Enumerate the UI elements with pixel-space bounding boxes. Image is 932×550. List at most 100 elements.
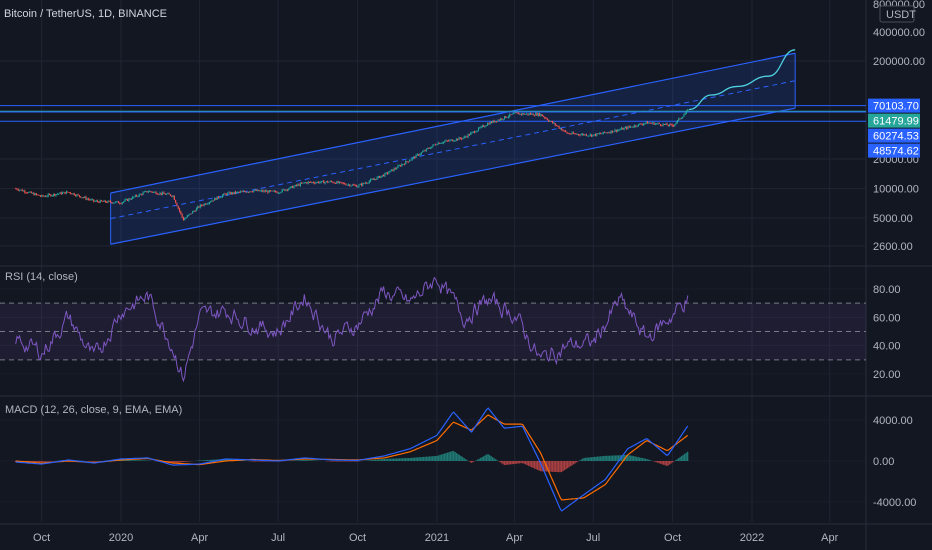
candle-body bbox=[531, 113, 533, 115]
candle-body bbox=[425, 148, 428, 151]
macd-hist-bar bbox=[312, 460, 314, 461]
macd-hist-bar bbox=[501, 461, 503, 464]
candle-body bbox=[107, 200, 109, 203]
candle-body bbox=[121, 202, 123, 204]
macd-hist-bar bbox=[537, 461, 539, 470]
macd-line[interactable] bbox=[15, 407, 689, 512]
candle-body bbox=[290, 186, 292, 187]
candle-body bbox=[108, 200, 110, 202]
candle-body bbox=[643, 123, 645, 125]
macd-hist-bar bbox=[334, 461, 336, 462]
candle-body bbox=[344, 183, 346, 185]
candle-body bbox=[76, 194, 78, 196]
candle-body bbox=[598, 133, 600, 135]
macd-hist-bar bbox=[594, 456, 596, 461]
candle-body bbox=[555, 125, 558, 126]
candle-body bbox=[280, 192, 282, 193]
candle-body bbox=[630, 126, 632, 128]
candle-body bbox=[297, 184, 299, 186]
candle-body bbox=[602, 131, 604, 134]
macd-hist-bar bbox=[135, 460, 137, 461]
candle-body bbox=[133, 196, 135, 198]
candle-body bbox=[284, 189, 286, 191]
macd-hist-bar bbox=[538, 461, 540, 471]
macd-hist-bar bbox=[573, 461, 575, 465]
candle-body bbox=[522, 113, 524, 115]
candle-body bbox=[165, 194, 168, 195]
candle-body bbox=[129, 198, 131, 200]
candle-body bbox=[658, 123, 660, 125]
macd-hist-bar bbox=[532, 461, 534, 468]
candle-body bbox=[418, 154, 420, 156]
candle-body bbox=[432, 144, 434, 147]
macd-hist-bar bbox=[505, 461, 507, 465]
macd-panel[interactable] bbox=[15, 407, 689, 512]
macd-hist-bar bbox=[39, 461, 41, 463]
price-tag bbox=[868, 98, 920, 113]
candle-body bbox=[489, 122, 491, 125]
macd-hist-bar bbox=[138, 460, 140, 461]
candle-body bbox=[575, 133, 577, 135]
macd-hist-bar bbox=[34, 461, 36, 463]
candle-body bbox=[323, 180, 325, 184]
candle-body bbox=[454, 140, 456, 142]
macd-hist-bar bbox=[396, 458, 398, 461]
macd-hist-bar bbox=[223, 459, 225, 461]
candle-body bbox=[670, 124, 672, 125]
macd-hist-bar bbox=[399, 458, 401, 461]
candle-body bbox=[614, 129, 616, 132]
macd-hist-bar bbox=[390, 458, 392, 461]
macd-title: MACD (12, 26, close, 9, EMA, EMA) bbox=[5, 404, 182, 416]
macd-hist-bar bbox=[187, 461, 189, 462]
candle-body bbox=[276, 191, 278, 194]
candle-body bbox=[524, 114, 526, 115]
candle-body bbox=[230, 192, 233, 195]
candle-body bbox=[232, 192, 234, 194]
candle-body bbox=[72, 193, 74, 195]
candle-body bbox=[572, 132, 574, 134]
candle-body bbox=[74, 195, 77, 196]
macd-hist-bar bbox=[607, 455, 609, 461]
macd-hist-bar bbox=[129, 460, 131, 461]
rsi-panel[interactable] bbox=[0, 276, 866, 383]
projection-path[interactable] bbox=[688, 49, 796, 111]
candle-body bbox=[149, 191, 151, 192]
candle-body bbox=[181, 213, 183, 218]
channel-upper-line[interactable] bbox=[110, 52, 796, 194]
candle-body bbox=[588, 135, 590, 137]
candle-body bbox=[333, 182, 335, 184]
candle-body bbox=[22, 190, 25, 192]
candle-body bbox=[518, 113, 520, 115]
candle-body bbox=[15, 188, 17, 190]
macd-hist-bar bbox=[426, 456, 428, 461]
candle-body bbox=[139, 193, 142, 195]
macd-hist-bar bbox=[570, 461, 572, 467]
price-panel[interactable] bbox=[0, 49, 866, 245]
candle-body bbox=[631, 126, 633, 128]
macd-hist-bar bbox=[343, 461, 345, 462]
candle-body bbox=[61, 192, 64, 195]
macd-hist-bar bbox=[672, 461, 674, 463]
candle-body bbox=[78, 194, 80, 197]
candle-body bbox=[362, 182, 364, 186]
candle-body bbox=[50, 194, 52, 197]
candle-body bbox=[132, 196, 134, 199]
macd-hist-bar bbox=[582, 458, 584, 461]
candle-body bbox=[515, 112, 517, 114]
macd-hist-bar bbox=[592, 457, 594, 461]
candle-body bbox=[579, 134, 581, 136]
candle-body bbox=[682, 116, 684, 118]
macd-hist-bar bbox=[439, 454, 441, 461]
candle-body bbox=[380, 176, 382, 178]
macd-hist-bar bbox=[348, 461, 350, 462]
channel-lower-line[interactable] bbox=[110, 107, 796, 245]
candle-body bbox=[561, 128, 563, 131]
candle-body bbox=[331, 181, 333, 182]
candle-body bbox=[357, 186, 359, 188]
candle-body bbox=[305, 182, 307, 184]
macd-hist-bar bbox=[661, 461, 663, 465]
rsi-line[interactable] bbox=[15, 276, 689, 383]
candle-body bbox=[26, 192, 28, 194]
candle-body bbox=[237, 191, 239, 193]
currency-button[interactable] bbox=[879, 5, 915, 23]
